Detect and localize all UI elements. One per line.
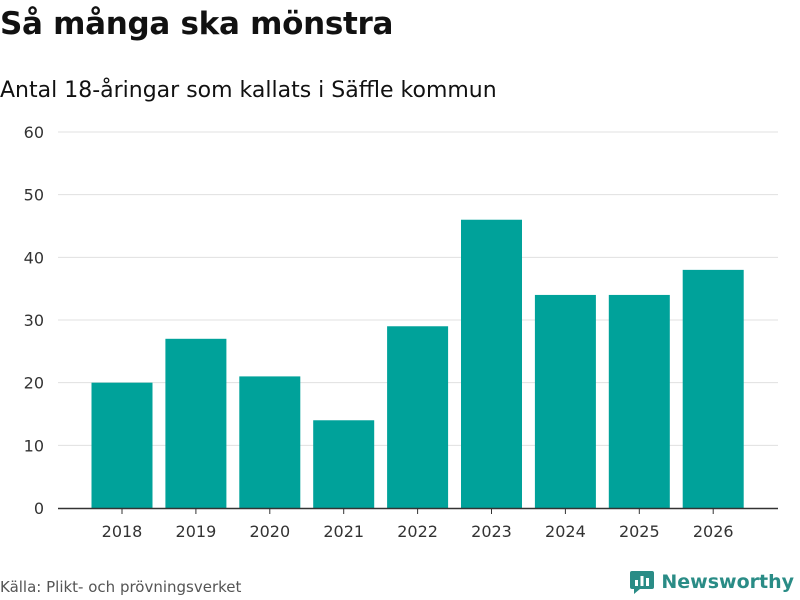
bar-2020 (239, 376, 301, 508)
chart-subtitle: Antal 18-åringar som kallats i Säffle ko… (0, 78, 497, 103)
y-tick-label-30: 30 (24, 311, 44, 330)
y-tick-label-10: 10 (24, 436, 44, 455)
bar-2026 (682, 269, 744, 508)
brand-name: Newsworthy (661, 571, 794, 593)
bar-2018 (91, 382, 153, 508)
chart-title: Så många ska mönstra (0, 6, 394, 42)
source-note: Källa: Plikt- och prövningsverket (0, 578, 242, 596)
x-tick-label-2023: 2023 (471, 522, 512, 541)
bar-2022 (387, 326, 449, 508)
x-tick-label-2024: 2024 (545, 522, 586, 541)
y-tick-label-50: 50 (24, 186, 44, 205)
x-tick-label-2019: 2019 (176, 522, 217, 541)
bar-2021 (313, 420, 375, 508)
y-tick-label-0: 0 (34, 499, 44, 518)
brand-logo: Newsworthy (629, 569, 794, 595)
x-tick-label-2021: 2021 (323, 522, 364, 541)
y-tick-label-20: 20 (24, 374, 44, 393)
newsworthy-logo-icon (630, 571, 655, 594)
x-tick-label-2025: 2025 (619, 522, 660, 541)
y-tick-label-40: 40 (24, 248, 44, 267)
x-tick-label-2026: 2026 (693, 522, 734, 541)
x-tick-label-2022: 2022 (397, 522, 438, 541)
bar-2023 (461, 219, 522, 508)
bar-2019 (165, 338, 227, 508)
bar-2024 (534, 294, 596, 508)
x-tick-label-2020: 2020 (249, 522, 290, 541)
bar-2025 (608, 294, 670, 508)
bar-chart: 0 10 20 30 40 50 60 2018 2019 2020 2021 2022 2023 202… (24, 123, 778, 541)
x-tick-label-2018: 2018 (102, 522, 143, 541)
y-tick-label-60: 60 (24, 123, 44, 142)
